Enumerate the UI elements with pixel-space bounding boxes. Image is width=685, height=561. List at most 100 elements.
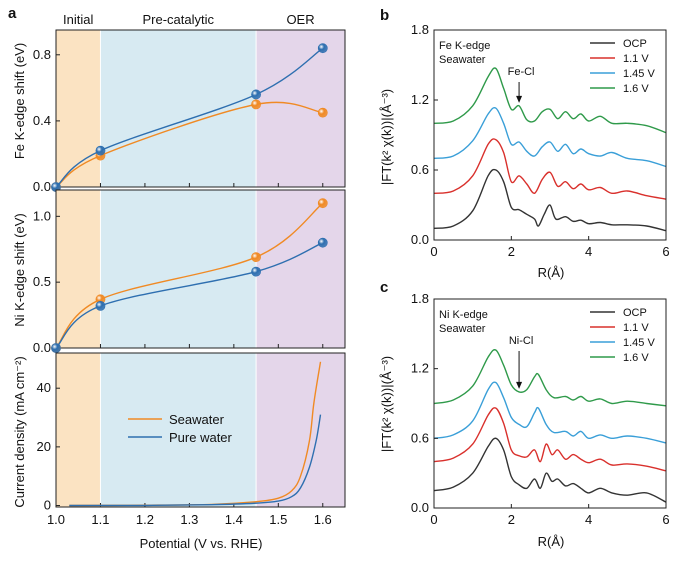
series-line-pure-water <box>55 47 324 188</box>
y-tick-label: 0.6 <box>411 430 429 445</box>
y-tick-label: 0.0 <box>33 340 51 355</box>
peak-arrow-head <box>516 381 523 389</box>
ni-shift-ylabel: Ni K-edge shift (eV) <box>12 213 27 326</box>
data-point <box>51 343 61 353</box>
region-band-2 <box>256 30 345 187</box>
panel-b-ylabel: |FT(k² χ(k))|(Å⁻³) <box>379 89 394 185</box>
spectrum-line-1-45-v <box>433 106 667 168</box>
legend-label: 1.45 V <box>623 337 655 349</box>
region-band-0 <box>56 190 101 348</box>
panel-b-axes-frame <box>433 29 667 241</box>
panel-b-xlabel: R(Å) <box>538 265 565 280</box>
spectrum-line-ocp <box>433 437 667 503</box>
panel-b-text-label: Seawater <box>439 54 486 66</box>
panel-b-text-label: Fe K-edge <box>439 40 490 52</box>
x-tick-label: 1.5 <box>269 512 287 527</box>
legend-label: 1.1 V <box>623 53 649 65</box>
peak-annotation-label: Ni-Cl <box>509 335 533 347</box>
x-tick-label: 1.6 <box>314 512 332 527</box>
y-tick-label: 0.4 <box>33 113 51 128</box>
series-line-seawater <box>55 202 324 349</box>
y-tick-label: 0.8 <box>33 47 51 62</box>
panel-a-axes-frame <box>55 29 346 188</box>
y-tick-label: 0.0 <box>33 179 51 194</box>
series-line-pure-water <box>55 242 324 349</box>
legend-label: 1.6 V <box>623 352 649 364</box>
y-tick-label: 0.5 <box>33 274 51 289</box>
region-band-2 <box>256 190 345 348</box>
x-tick-label: 1.3 <box>180 512 198 527</box>
spectrum-line-ocp <box>433 168 667 232</box>
panel-a-axes-frame <box>55 352 346 508</box>
series-line-seawater <box>55 101 323 188</box>
data-point <box>251 99 261 110</box>
y-tick-label: 1.0 <box>33 208 51 223</box>
y-tick-label: 0.0 <box>411 232 429 247</box>
data-point <box>251 252 261 263</box>
region-band-1 <box>100 30 257 187</box>
x-tick-label: 1.1 <box>91 512 109 527</box>
data-point <box>95 300 106 311</box>
data-point <box>251 89 261 100</box>
x-tick-label: 1.2 <box>136 512 154 527</box>
panel-a-axes-frame <box>55 189 346 349</box>
current-density-ylabel: Current density (mA cm⁻²) <box>12 356 27 507</box>
spectrum-line-1-45-v <box>433 381 667 444</box>
spectrum-line-1-6-v <box>433 349 667 407</box>
y-tick-label: 0.0 <box>411 500 429 515</box>
x-tick-label: 6 <box>662 244 669 259</box>
y-tick-label: 1.8 <box>411 291 429 306</box>
y-tick-label: 1.2 <box>411 92 429 107</box>
x-tick-label: 4 <box>585 244 592 259</box>
y-tick-label: 40 <box>37 380 51 395</box>
y-tick-label: 0 <box>44 498 51 513</box>
spectrum-line-1-6-v <box>433 67 667 134</box>
spectrum-line-1-1-v <box>433 138 667 200</box>
region-band-0 <box>56 353 101 507</box>
legend-label: OCP <box>623 38 647 50</box>
fe-shift-ylabel: Fe K-edge shift (eV) <box>12 43 27 159</box>
x-tick-label: 0 <box>430 244 437 259</box>
panel-c-xlabel: R(Å) <box>538 534 565 549</box>
legend-label: 1.6 V <box>623 83 649 95</box>
region-band-1 <box>100 190 257 348</box>
spectrum-line-1-1-v <box>433 407 667 472</box>
legend-label: 1.1 V <box>623 322 649 334</box>
data-point <box>317 107 328 118</box>
data-point <box>317 198 328 209</box>
peak-arrow-head <box>516 95 523 103</box>
y-tick-label: 1.2 <box>411 361 429 376</box>
legend-label: Pure water <box>169 430 233 445</box>
data-point <box>251 266 261 277</box>
data-point <box>317 237 328 248</box>
y-tick-label: 0.6 <box>411 162 429 177</box>
region-label-0: Initial <box>63 12 93 27</box>
x-tick-label: 0 <box>430 512 437 527</box>
region-label-2: OER <box>286 12 314 27</box>
y-tick-label: 20 <box>37 439 51 454</box>
panel-letter-b: b <box>380 7 389 24</box>
series-line-pure-water <box>69 414 322 507</box>
panel-a-xlabel: Potential (V vs. RHE) <box>140 536 263 551</box>
region-label-1: Pre-catalytic <box>143 12 215 27</box>
x-tick-label: 1.4 <box>225 512 243 527</box>
legend-label: 1.45 V <box>623 68 655 80</box>
x-tick-label: 4 <box>585 512 592 527</box>
x-tick-label: 1.0 <box>47 512 65 527</box>
panel-c-axes-frame <box>433 298 667 509</box>
panel-c-text-label: Ni K-edge <box>439 309 488 321</box>
panel-letter-c: c <box>380 279 388 296</box>
panel-c-ylabel: |FT(k² χ(k))|(Å⁻³) <box>379 356 394 452</box>
x-tick-label: 2 <box>508 512 515 527</box>
y-tick-label: 1.8 <box>411 22 429 37</box>
x-tick-label: 2 <box>508 244 515 259</box>
peak-annotation-label: Fe-Cl <box>508 66 535 78</box>
region-band-1 <box>100 353 257 507</box>
x-tick-label: 6 <box>662 512 669 527</box>
region-band-2 <box>256 353 345 507</box>
panel-c-text-label: Seawater <box>439 323 486 335</box>
legend-label: Seawater <box>169 412 225 427</box>
region-band-0 <box>56 30 101 187</box>
